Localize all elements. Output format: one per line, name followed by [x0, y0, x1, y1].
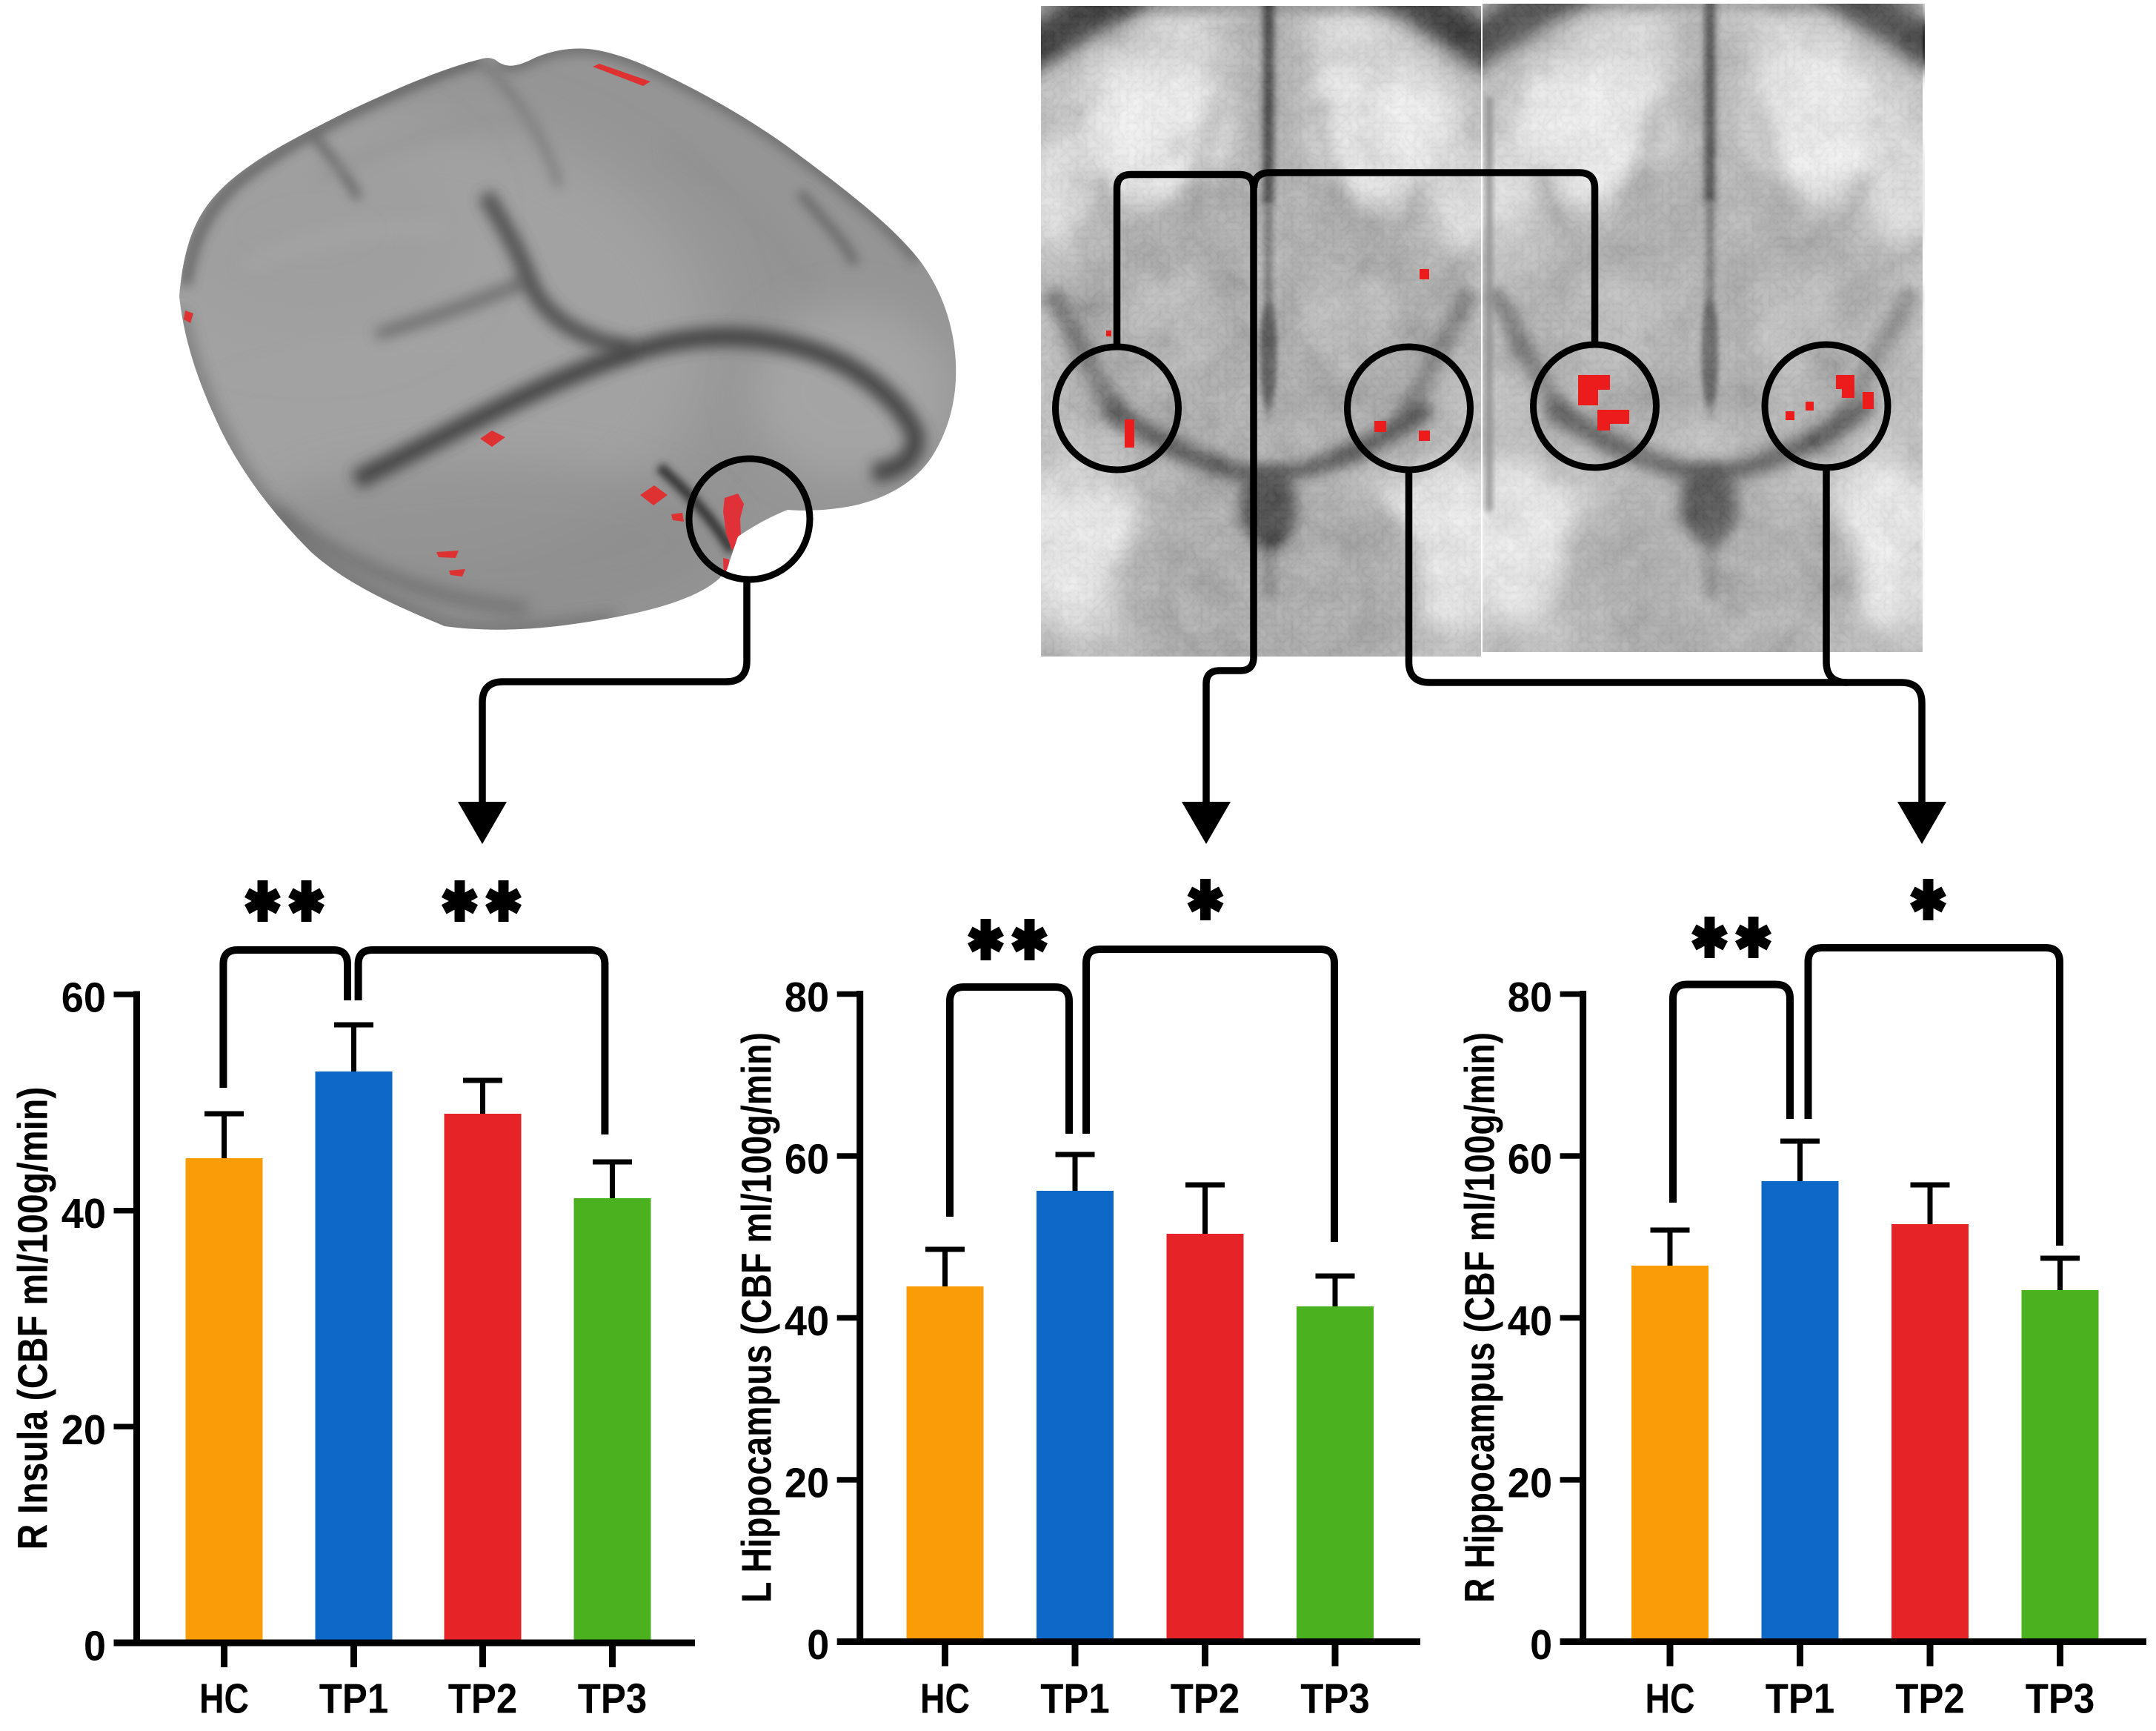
svg-text:TP3: TP3 [2026, 1675, 2095, 1723]
svg-text:R Hippocampus (CBF ml/100g/min: R Hippocampus (CBF ml/100g/min) [1457, 1032, 1504, 1603]
svg-text:TP2: TP2 [448, 1675, 518, 1723]
svg-text:80: 80 [1508, 974, 1552, 1021]
svg-text:HC: HC [1646, 1675, 1695, 1723]
svg-text:TP2: TP2 [1895, 1675, 1965, 1723]
svg-text:60: 60 [61, 974, 106, 1022]
svg-text:R Insula (CBF ml/100g/min): R Insula (CBF ml/100g/min) [10, 1087, 57, 1550]
svg-text:HC: HC [199, 1675, 249, 1723]
svg-text:HC: HC [920, 1675, 970, 1723]
svg-text:60: 60 [1508, 1136, 1552, 1183]
svg-text:20: 20 [1508, 1460, 1552, 1507]
svg-text:TP2: TP2 [1171, 1675, 1240, 1723]
svg-text:40: 40 [1508, 1298, 1552, 1345]
svg-text:40: 40 [61, 1190, 106, 1237]
svg-text:TP1: TP1 [1766, 1675, 1835, 1723]
svg-text:0: 0 [1530, 1621, 1552, 1669]
svg-text:TP3: TP3 [1300, 1675, 1370, 1723]
svg-text:0: 0 [807, 1621, 829, 1669]
svg-text:20: 20 [61, 1406, 106, 1454]
svg-text:0: 0 [84, 1623, 106, 1670]
svg-text:80: 80 [785, 974, 829, 1021]
svg-text:TP1: TP1 [1040, 1675, 1110, 1723]
svg-text:20: 20 [785, 1460, 829, 1507]
svg-text:60: 60 [785, 1136, 829, 1183]
svg-text:TP1: TP1 [319, 1675, 389, 1723]
svg-text:40: 40 [785, 1298, 829, 1345]
svg-text:TP3: TP3 [578, 1675, 648, 1723]
svg-text:L Hippocampus (CBF ml/100g/min: L Hippocampus (CBF ml/100g/min) [733, 1032, 781, 1603]
